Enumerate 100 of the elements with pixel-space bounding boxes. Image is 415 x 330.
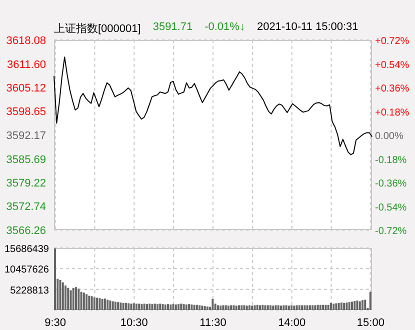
bar xyxy=(140,304,143,310)
bar xyxy=(70,290,72,310)
bar xyxy=(135,304,138,310)
bar xyxy=(120,302,122,310)
chart-title: 上证指数[000001] xyxy=(54,22,141,36)
bar xyxy=(185,304,188,310)
bar xyxy=(164,304,166,310)
bar xyxy=(285,305,288,310)
bar xyxy=(93,297,96,310)
bar xyxy=(232,305,235,310)
bar xyxy=(230,305,232,310)
bar xyxy=(330,302,332,310)
bar xyxy=(188,304,190,310)
y-tick-label: 3585.69 xyxy=(6,154,46,166)
bar xyxy=(104,298,106,310)
bar xyxy=(96,298,98,310)
bar xyxy=(159,304,162,310)
bar xyxy=(348,302,350,310)
y2-tick-label: -0.54% xyxy=(375,202,407,214)
bar xyxy=(324,304,327,310)
bar xyxy=(354,300,356,310)
bar xyxy=(222,305,224,310)
bar xyxy=(122,302,124,310)
y-tick-label: 3605.12 xyxy=(6,82,46,95)
bar xyxy=(343,302,346,310)
bar xyxy=(182,304,185,310)
bar xyxy=(327,304,330,310)
y2-tick-label: +0.18% xyxy=(375,107,410,118)
bar xyxy=(235,306,238,310)
bar xyxy=(238,305,240,310)
bar xyxy=(248,305,250,310)
bar xyxy=(216,305,219,310)
bar xyxy=(148,304,151,310)
y-tick-label: 15686439 xyxy=(4,244,50,255)
bar xyxy=(212,298,214,310)
bar xyxy=(128,303,130,310)
bar xyxy=(340,302,342,310)
bar xyxy=(240,305,243,310)
y2-tick-label: -0.36% xyxy=(375,178,407,190)
bar xyxy=(270,305,272,310)
bar xyxy=(319,304,322,310)
bar xyxy=(251,306,254,310)
bar xyxy=(356,300,358,310)
bar xyxy=(98,298,101,310)
bar xyxy=(109,300,112,310)
bar xyxy=(346,302,348,310)
bar xyxy=(154,304,156,310)
bar xyxy=(290,305,293,310)
bar xyxy=(101,298,104,310)
x-tick-label: 9:30 xyxy=(44,316,66,329)
bar xyxy=(301,305,304,310)
y2-tick-label: -0.18% xyxy=(375,154,407,166)
bar xyxy=(254,305,256,310)
y2-tick-label: -0.72% xyxy=(375,226,407,237)
bar xyxy=(130,304,132,310)
y2-tick-label: +0.72% xyxy=(375,36,410,47)
bar xyxy=(151,304,154,310)
y2-tick-label: +0.36% xyxy=(375,84,410,94)
bar xyxy=(204,306,206,310)
y2-tick-label: +0.54% xyxy=(375,60,410,71)
bar xyxy=(78,288,80,310)
bar xyxy=(369,292,372,310)
bar xyxy=(304,305,306,310)
bar xyxy=(264,305,266,310)
bar xyxy=(90,296,93,310)
bar xyxy=(80,292,82,310)
bar xyxy=(174,304,177,310)
bar xyxy=(138,304,140,310)
line-series xyxy=(54,56,372,156)
bar xyxy=(178,304,180,310)
bar xyxy=(227,306,230,310)
bar xyxy=(190,304,193,310)
bar xyxy=(243,305,246,310)
y-tick-label: 5228813 xyxy=(10,285,50,296)
bar xyxy=(272,306,274,310)
y-tick-label: 3572.74 xyxy=(6,201,46,214)
x-tick-label: 15:00 xyxy=(356,316,384,329)
bar xyxy=(117,302,120,310)
y-tick-label: 3566.26 xyxy=(6,225,46,237)
bar xyxy=(167,304,170,310)
bar xyxy=(112,301,114,310)
y-tick-label: 3592.17 xyxy=(6,130,46,142)
bar xyxy=(59,280,62,310)
bar xyxy=(316,304,319,310)
x-tick-label: 10:30 xyxy=(120,316,148,329)
bar xyxy=(132,303,135,310)
bar xyxy=(82,292,85,310)
bar xyxy=(282,305,285,310)
bar xyxy=(277,305,280,310)
bar xyxy=(180,304,182,310)
bar xyxy=(146,304,148,310)
y-tick-label: 3579.22 xyxy=(6,177,46,190)
y-tick-label: 3611.60 xyxy=(7,58,46,71)
bar xyxy=(114,302,116,310)
bar xyxy=(312,305,314,310)
x-tick-label: 11:30 xyxy=(200,316,226,329)
chart-subtitle: 2021-10-11 15:00:31 xyxy=(256,21,358,35)
bar xyxy=(198,305,201,310)
bar xyxy=(124,302,127,310)
bar xyxy=(224,305,227,310)
